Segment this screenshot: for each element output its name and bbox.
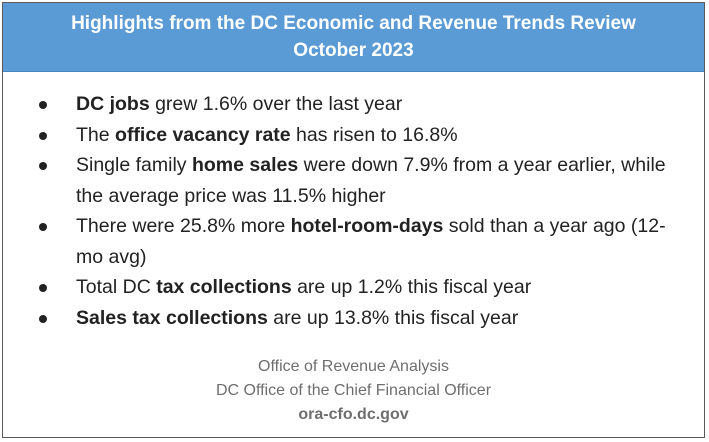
bullet-text: are up 13.8% this fiscal year <box>267 306 519 329</box>
highlights-list: DC jobs grew 1.6% over the last year The… <box>39 89 689 333</box>
bullet-text: are up 1.2% this fiscal year <box>291 276 532 298</box>
list-item: Sales tax collections are up 13.8% this … <box>39 303 689 334</box>
list-item: Total DC tax collections are up 1.2% thi… <box>39 272 689 303</box>
header-date: October 2023 <box>293 40 414 61</box>
bullet-keyword: office vacancy rate <box>115 123 291 146</box>
bullet-keyword: tax collections <box>156 276 292 298</box>
bullet-icon <box>39 101 47 109</box>
list-item: There were 25.8% more hotel-room-days so… <box>39 211 689 272</box>
bullet-keyword: DC jobs <box>76 93 150 115</box>
bullet-text: There were 25.8% more <box>76 215 291 237</box>
bullet-text: The <box>76 123 116 146</box>
footer-url[interactable]: ora-cfo.dc.gov <box>298 406 409 423</box>
bullet-icon <box>39 162 47 170</box>
list-item: Single family home sales were down 7.9% … <box>39 150 689 211</box>
bullet-icon <box>39 284 47 292</box>
footer-office: Office of Revenue Analysis <box>258 358 449 375</box>
bullet-icon <box>39 131 47 140</box>
bullet-text: has risen to 16.8% <box>290 123 458 146</box>
highlights-card: Highlights from the DC Economic and Reve… <box>2 2 705 438</box>
footer: Office of Revenue Analysis DC Office of … <box>3 355 704 427</box>
bullet-icon <box>39 314 47 323</box>
list-item: The office vacancy rate has risen to 16.… <box>39 120 689 151</box>
list-item: DC jobs grew 1.6% over the last year <box>39 89 689 120</box>
bullet-text: Total DC <box>76 276 157 298</box>
bullet-keyword: home sales <box>191 154 299 176</box>
bullet-icon <box>39 223 47 231</box>
bullet-text: Single family <box>76 154 192 176</box>
bullet-keyword: Sales tax collections <box>76 306 268 329</box>
bullet-text: sold than a year ago (12-mo avg) <box>76 215 666 268</box>
bullet-text: were down 7.9% from a year earlier, whil… <box>76 154 666 207</box>
bullet-keyword: hotel-room-days <box>290 215 444 237</box>
bullet-text: grew 1.6% over the last year <box>149 93 403 115</box>
footer-org: DC Office of the Chief Financial Officer <box>215 382 492 399</box>
header-banner: Highlights from the DC Economic and Reve… <box>3 3 704 72</box>
header-title: Highlights from the DC Economic and Reve… <box>71 13 636 34</box>
